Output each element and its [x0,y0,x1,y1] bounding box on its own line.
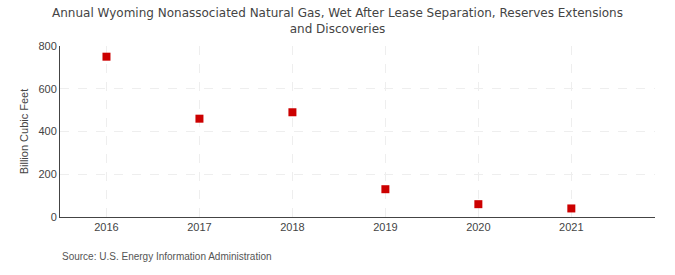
svg-text:800: 800 [38,40,56,52]
svg-text:0: 0 [51,211,57,223]
svg-text:Billion Cubic Feet: Billion Cubic Feet [18,89,30,175]
svg-text:600: 600 [38,83,56,95]
svg-text:200: 200 [38,168,56,180]
svg-text:Annual Wyoming Nonassociated N: Annual Wyoming Nonassociated Natural Gas… [52,6,623,36]
svg-text:2019: 2019 [373,221,397,233]
svg-text:2018: 2018 [280,221,304,233]
svg-text:Source: U.S. Energy Informatio: Source: U.S. Energy Information Administ… [62,251,272,262]
svg-text:2017: 2017 [187,221,211,233]
svg-text:2016: 2016 [94,221,118,233]
svg-text:400: 400 [38,125,56,137]
svg-text:2020: 2020 [466,221,490,233]
svg-text:2021: 2021 [559,221,583,233]
